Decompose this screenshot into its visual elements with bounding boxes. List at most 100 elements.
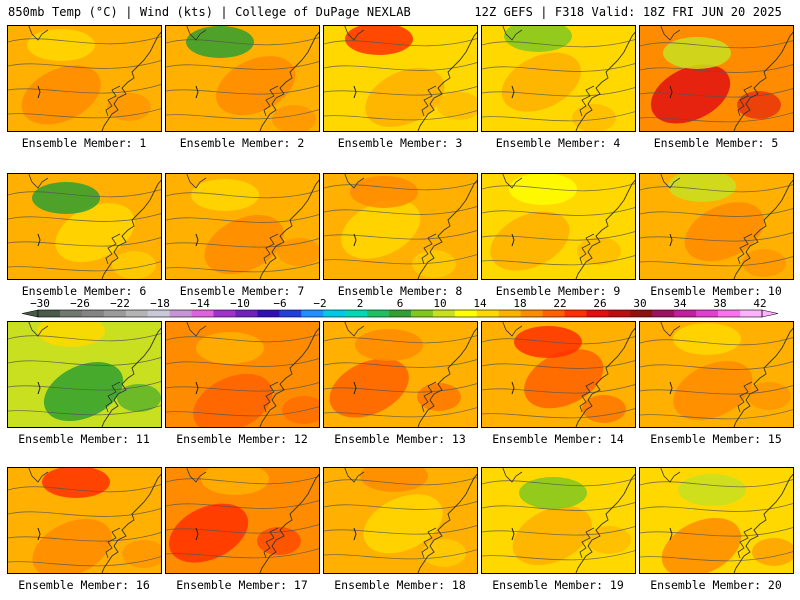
ensemble-map-18: [323, 467, 478, 574]
ensemble-map-14: [481, 321, 636, 428]
ensemble-member-label: Ensemble Member: 2: [179, 136, 305, 150]
ensemble-member-label: Ensemble Member: 14: [492, 432, 624, 446]
ensemble-member-label: Ensemble Member: 10: [650, 284, 782, 298]
colorbar-swatch: [674, 310, 697, 317]
temperature-field: [8, 322, 161, 427]
ensemble-member-label: Ensemble Member: 16: [18, 578, 150, 592]
colorbar-swatch: [125, 310, 148, 317]
ensemble-map-5: [639, 25, 794, 132]
colorbar-swatch: [257, 310, 280, 317]
ensemble-map-4: [481, 25, 636, 132]
colorbar-swatch: [586, 310, 609, 317]
colorbar-swatch: [498, 310, 521, 317]
colorbar-swatch: [608, 310, 631, 317]
ensemble-map-17: [165, 467, 320, 574]
ensemble-member-label: Ensemble Member: 19: [492, 578, 624, 592]
ensemble-map-11: [7, 321, 162, 428]
ensemble-map-10: [639, 173, 794, 280]
colorbar-tick-label: −18: [150, 297, 170, 310]
ensemble-member-label: Ensemble Member: 13: [334, 432, 466, 446]
temperature-field: [640, 322, 793, 427]
colorbar-swatch: [59, 310, 83, 317]
ensemble-member-label: Ensemble Member: 5: [653, 136, 779, 150]
colorbar-swatch: [476, 310, 500, 317]
colorbar-swatch: [191, 310, 214, 317]
colorbar-swatch: [389, 310, 412, 317]
colorbar-swatch: [696, 310, 719, 317]
colorbar-tick-label: −2: [313, 297, 326, 310]
colorbar-tick-label: −26: [70, 297, 90, 310]
colorbar-outline: [37, 309, 763, 318]
colorbar-swatch: [323, 310, 346, 317]
colorbar-tick-label: 30: [633, 297, 646, 310]
ensemble-map-13: [323, 321, 478, 428]
colorbar-swatch: [169, 310, 192, 317]
colorbar-swatch: [454, 310, 478, 317]
temperature-field: [324, 468, 477, 573]
temperature-field: [324, 26, 477, 131]
colorbar-tick-label: 6: [397, 297, 404, 310]
temperature-field: [166, 26, 319, 131]
ensemble-member-label: Ensemble Member: 17: [176, 578, 308, 592]
temperature-field: [482, 174, 635, 279]
temperature-field: [166, 174, 319, 279]
colorbar-tick-label: 2: [357, 297, 364, 310]
ensemble-map-9: [481, 173, 636, 280]
colorbar-tick-label: 42: [753, 297, 766, 310]
ensemble-map-8: [323, 173, 478, 280]
ensemble-member-label: Ensemble Member: 15: [650, 432, 782, 446]
colorbar-swatch: [630, 310, 653, 317]
ensemble-map-12: [165, 321, 320, 428]
ensemble-member-label: Ensemble Member: 11: [18, 432, 150, 446]
colorbar-swatch: [38, 310, 61, 317]
colorbar-swatch: [432, 310, 456, 317]
ensemble-map-16: [7, 467, 162, 574]
ensemble-member-label: Ensemble Member: 8: [337, 284, 463, 298]
ensemble-map-15: [639, 321, 794, 428]
colorbar-tick-label: 38: [713, 297, 726, 310]
temperature-field: [8, 468, 161, 573]
colorbar-swatch: [542, 310, 565, 317]
colorbar-tick-label: −14: [190, 297, 210, 310]
colorbar-tick-label: −10: [230, 297, 250, 310]
ensemble-member-label: Ensemble Member: 7: [179, 284, 305, 298]
ensemble-member-label: Ensemble Member: 3: [337, 136, 463, 150]
temperature-field: [324, 322, 477, 427]
temperature-field: [640, 26, 793, 131]
colorbar-swatch: [520, 310, 543, 317]
colorbar-swatch: [81, 310, 105, 317]
colorbar-tick-label: 18: [513, 297, 526, 310]
ensemble-map-2: [165, 25, 320, 132]
temperature-field: [166, 468, 319, 573]
temperature-field: [324, 174, 477, 279]
ensemble-map-1: [7, 25, 162, 132]
model-run-info: 12Z GEFS | F318 Valid: 18Z FRI JUN 20 20…: [474, 5, 782, 19]
colorbar-swatch: [147, 310, 170, 317]
colorbar-swatch: [718, 310, 741, 317]
colorbar-tick-label: 34: [673, 297, 687, 310]
temperature-field: [640, 468, 793, 573]
temperature-field: [640, 174, 793, 279]
colorbar-min-arrow: [21, 309, 39, 318]
colorbar-tick-label: 26: [593, 297, 606, 310]
ensemble-member-label: Ensemble Member: 6: [21, 284, 147, 298]
colorbar-swatch: [345, 310, 368, 317]
ensemble-member-label: Ensemble Member: 4: [495, 136, 621, 150]
colorbar-swatch: [367, 310, 390, 317]
colorbar-tick-label: −30: [30, 297, 50, 310]
ensemble-map-20: [639, 467, 794, 574]
map-title: 850mb Temp (°C) | Wind (kts) | College o…: [8, 5, 411, 19]
colorbar-swatch: [740, 310, 763, 317]
temperature-colorbar: −30 −26 −22 −18 −14 −10 −6 −2 2 6 10 14 18 22 26 30 34 38…: [21, 297, 779, 318]
ensemble-map-7: [165, 173, 320, 280]
ensemble-map-6: [7, 173, 162, 280]
colorbar-tick-label: −22: [110, 297, 130, 310]
ensemble-map-3: [323, 25, 478, 132]
colorbar-swatch: [213, 310, 236, 317]
colorbar-swatch: [652, 310, 675, 317]
ensemble-member-label: Ensemble Member: 18: [334, 578, 466, 592]
colorbar-swatch: [103, 310, 127, 317]
temperature-field: [8, 174, 161, 279]
colorbar-tick-label: 14: [473, 297, 487, 310]
colorbar-swatch: [410, 310, 434, 317]
